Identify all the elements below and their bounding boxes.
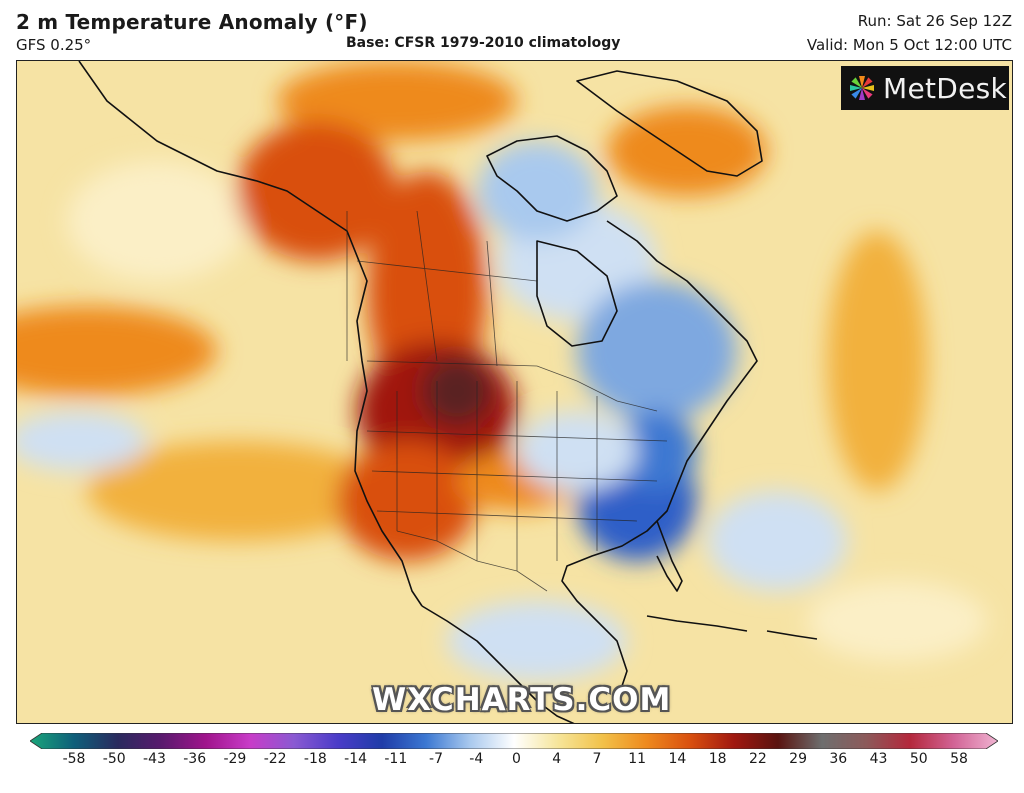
colorbar-tick-label: -58 <box>62 751 86 767</box>
colorbar-tick-label: 29 <box>789 751 807 767</box>
colorbar-gradient <box>30 733 998 749</box>
arctic-archipelago-cool <box>477 141 597 241</box>
southwest-warm <box>337 441 477 561</box>
state-line-8 <box>371 470 658 482</box>
colorbar-tick-label: 50 <box>909 751 928 767</box>
colorbar-tick-label: -4 <box>469 751 484 767</box>
valid-time-label: Valid: Mon 5 Oct 12:00 UTC <box>806 36 1012 54</box>
metdesk-logo-text: MetDesk <box>883 71 1008 105</box>
atlantic-warm-band <box>827 231 927 491</box>
coastlines <box>78 61 818 723</box>
hudson-bay <box>536 240 618 347</box>
colorbar-ticks: -58 -50 -43 -36 -29 -22 -18 -14 -11 -7 -4 0 4 7 11 14 18… <box>0 751 1024 781</box>
midwest-cool <box>517 411 637 491</box>
metdesk-logo: MetDesk <box>841 66 1009 110</box>
colorbar-tick-label: -14 <box>344 751 368 767</box>
alaska-warm <box>237 121 397 261</box>
canada-province-line-2 <box>416 210 438 362</box>
greenland-outline <box>576 70 763 177</box>
colorbar-tick-label: -22 <box>263 751 287 767</box>
colorbar-tick-label: 22 <box>748 751 767 767</box>
map-canvas <box>17 61 1012 723</box>
hot-core <box>422 356 492 426</box>
anomaly-map <box>16 60 1013 724</box>
colorbar-tick-label: -43 <box>143 751 166 767</box>
florida-peninsula <box>656 520 683 592</box>
caribbean-neutral <box>807 581 987 661</box>
atlantic-cool <box>707 491 847 591</box>
colorbar-tick-label: 36 <box>829 751 848 767</box>
base-climatology-label: Base: CFSR 1979-2010 climatology <box>346 35 621 51</box>
colorbar-tick-label: 58 <box>950 751 968 767</box>
central-america-pacific-coast <box>421 605 575 723</box>
colorbar-tick-label: 7 <box>592 751 602 767</box>
pacific-cool-patch-2 <box>17 411 147 471</box>
canada-province-line-3 <box>486 240 498 367</box>
state-line-9 <box>376 510 638 522</box>
colorbar-tick-label: -18 <box>303 751 327 767</box>
hispaniola-outline <box>766 630 818 640</box>
colorbar-tick-label: -11 <box>384 751 408 767</box>
wxcharts-watermark: WXCHARTS.COM <box>372 682 672 718</box>
colorbar-tick-label: 18 <box>708 751 727 767</box>
colorbar <box>30 733 998 749</box>
chart-header: 2 m Temperature Anomaly (°F) GFS 0.25° B… <box>0 0 1024 60</box>
model-label: GFS 0.25° <box>16 36 92 54</box>
state-line-7 <box>366 430 668 442</box>
colorbar-tick-label: 11 <box>628 751 647 767</box>
run-time-label: Run: Sat 26 Sep 12Z <box>857 12 1012 30</box>
map-title: 2 m Temperature Anomaly (°F) <box>16 10 368 34</box>
greenland-warm <box>607 106 767 196</box>
colorbar-tick-label: 14 <box>668 751 687 767</box>
political-borders <box>346 210 668 592</box>
mid-atlantic-cold <box>617 411 697 491</box>
colorbar-tick-label: 4 <box>552 751 562 767</box>
colorbar-tick-label: 0 <box>512 751 521 767</box>
cuba-outline <box>646 615 748 632</box>
eastern-canada-cool <box>577 281 737 421</box>
pacific-cool-patch <box>67 161 247 281</box>
east-coastline <box>561 220 758 702</box>
colorbar-tick-label: -50 <box>102 751 126 767</box>
west-coastline <box>78 61 423 607</box>
anomaly-field <box>17 61 987 681</box>
colorbar-tick-label: 43 <box>869 751 888 767</box>
colorbar-tick-label: -29 <box>223 751 247 767</box>
arctic-islands <box>486 135 618 222</box>
colorbar-tick-label: -7 <box>429 751 444 767</box>
pacific-warm-band <box>17 306 217 396</box>
arctic-warm-north <box>277 61 517 141</box>
metdesk-pinwheel-icon <box>850 76 874 100</box>
pacific-warm-band-south <box>87 441 387 541</box>
canada-latitude-line <box>356 260 538 282</box>
colorbar-tick-label: -36 <box>183 751 207 767</box>
us-canada-border <box>366 360 658 412</box>
mexico-cool <box>447 601 627 681</box>
